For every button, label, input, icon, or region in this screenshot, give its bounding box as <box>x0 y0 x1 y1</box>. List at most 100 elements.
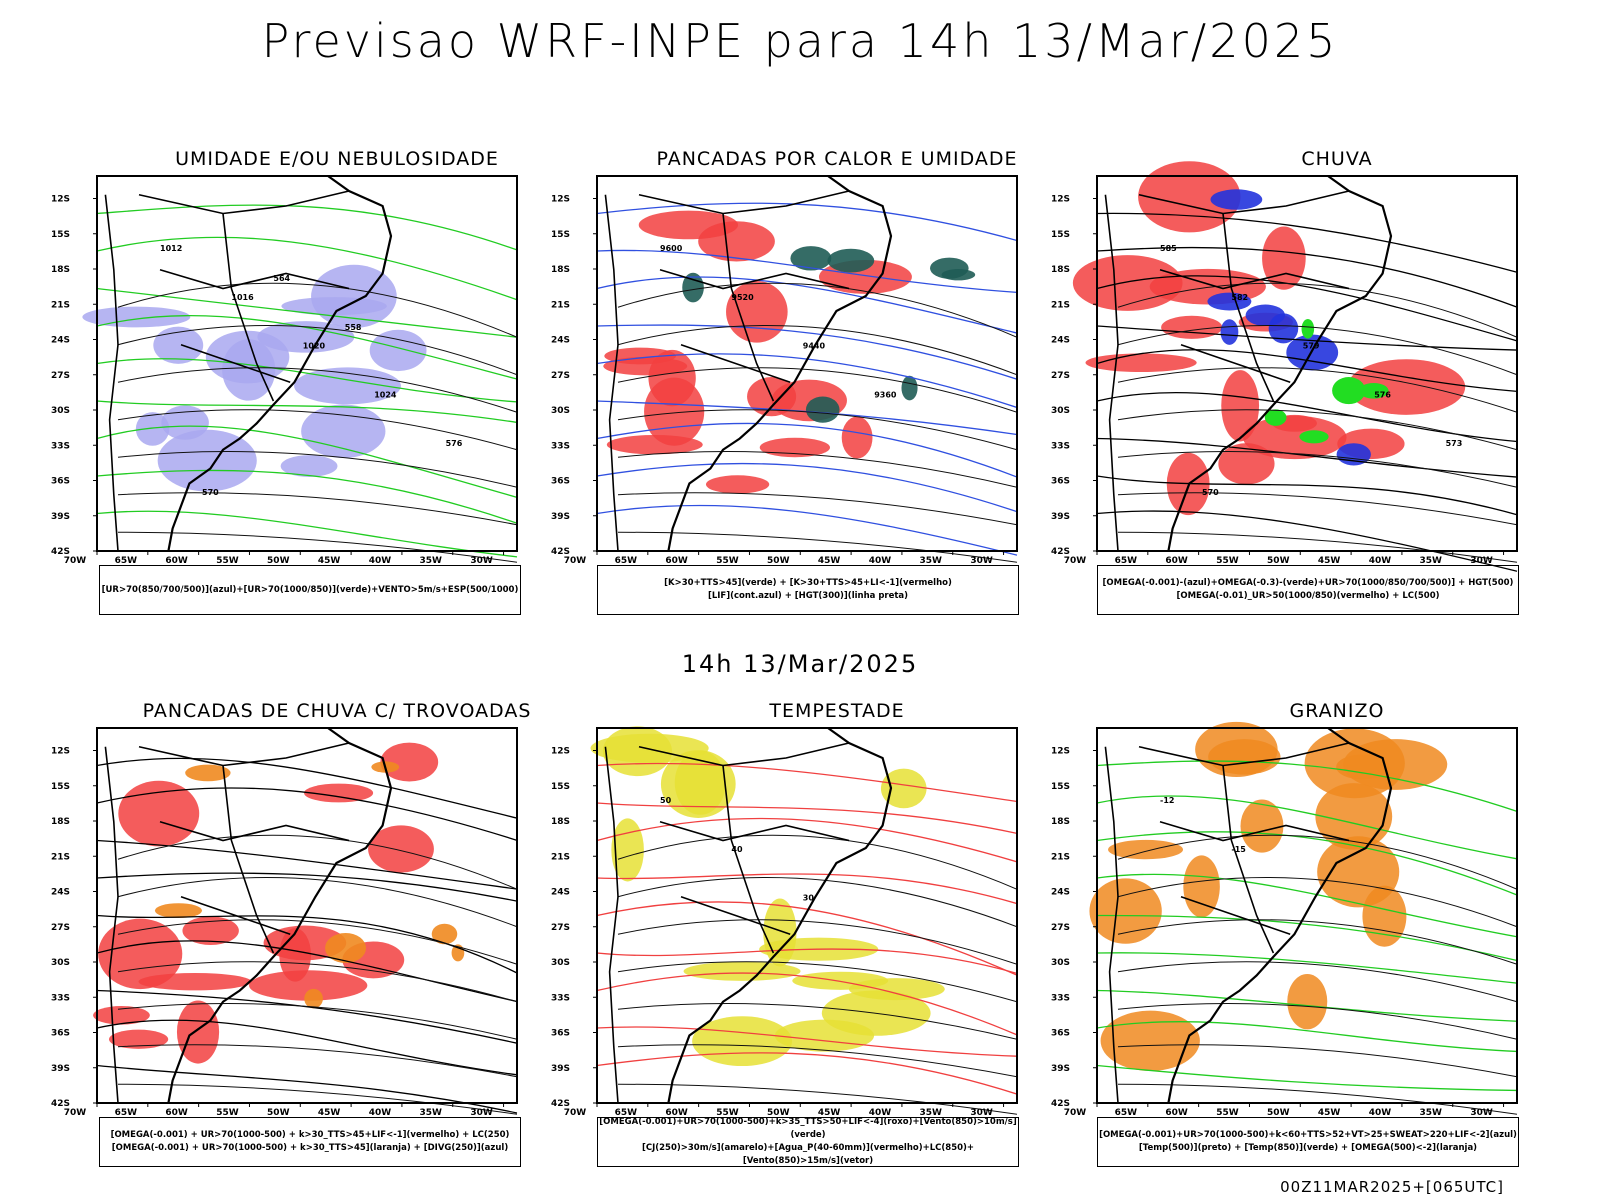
border-line <box>638 742 850 767</box>
contour-line <box>596 802 1018 835</box>
field-area-tertiary <box>1301 318 1315 339</box>
field-area <box>280 455 338 477</box>
contour-line <box>1096 873 1518 938</box>
field-area <box>281 297 387 316</box>
lon-tick-label: 45W <box>1318 1108 1341 1118</box>
caption-line: [OMEGA(-0.001) + UR>70(1000-500) + k>30_… <box>111 1143 509 1153</box>
field-area <box>1243 415 1347 460</box>
lon-tick-label: 50W <box>267 1108 290 1118</box>
lat-tick-label: 12S <box>51 195 70 205</box>
lat-tick-label: 33S <box>51 993 70 1003</box>
lon-tick-label: 50W <box>1267 556 1290 566</box>
lat-tick-label: 42S <box>551 547 570 557</box>
isoline <box>617 1003 1018 1040</box>
isoline <box>117 1083 518 1115</box>
lon-tick-label: 65W <box>615 1108 638 1118</box>
contour-line <box>1096 475 1518 516</box>
contour-line <box>596 948 1018 975</box>
map-svg: 50 40 30 12S 15S 18S 21S 24S 27S 30S 33S 36S 39S 42S7… <box>551 726 1018 1118</box>
lon-tick-label: 60W <box>1165 556 1188 566</box>
lon-tick-label: 30W <box>470 556 493 566</box>
field-area <box>368 825 434 873</box>
contour-label: 579 <box>1303 342 1320 351</box>
west-coastline <box>104 194 119 552</box>
field-area <box>841 416 873 459</box>
field-area <box>1208 739 1281 775</box>
contour-line <box>96 1064 518 1114</box>
lon-tick-label: 40W <box>369 1108 392 1118</box>
contour-line <box>1096 510 1518 572</box>
field-area <box>705 475 770 494</box>
isoline <box>1117 919 1518 965</box>
isoline <box>117 1044 518 1078</box>
field-area <box>135 412 170 446</box>
isoline <box>617 834 1018 890</box>
caption-line: [Temp(500)](preto) + [Temp(850)](verde) … <box>1138 1143 1478 1153</box>
panel-chuva: CHUVA [OMEGA(-0.001)-(azul)+OMEGA(-0.3)-… <box>1051 148 1587 618</box>
lat-tick-label: 39S <box>551 512 570 522</box>
lon-tick-label: 35W <box>920 556 943 566</box>
isoline <box>617 451 1018 488</box>
border-line <box>222 213 275 402</box>
field-area <box>726 280 788 343</box>
panel-title: UMIDADE E/OU NEBULOSIDADE <box>175 148 499 170</box>
border-line <box>1159 268 1350 290</box>
contour-line <box>1096 760 1518 812</box>
field-area <box>1221 370 1260 442</box>
panel-pancadas-calor: PANCADAS POR CALOR E UMIDADE [K>30+TTS>4… <box>551 148 1087 618</box>
lat-tick-label: 24S <box>551 888 570 898</box>
field-area-tertiary <box>1332 377 1366 405</box>
isoline <box>117 492 518 526</box>
lon-tick-label: 30W <box>1470 556 1493 566</box>
contour-line <box>1096 325 1518 351</box>
lon-tick-label: 55W <box>716 1108 739 1118</box>
caption-line: [CJ(250)>30m/s](amarelo)+[Agua_P(40-60mm… <box>641 1143 975 1166</box>
panel-title: GRANIZO <box>1289 700 1385 722</box>
map-frame <box>596 175 1018 552</box>
map-svg: -12 -15 12S 15S 18S 21S 24S 27S 30S 33S 36S 39S 42S7… <box>1051 721 1518 1118</box>
contour-line <box>96 510 518 558</box>
border-line <box>1222 213 1275 402</box>
caption-line: [OMEGA(-0.001)-(azul)+OMEGA(-0.3)-(verde… <box>1102 578 1514 588</box>
isoline <box>1117 1003 1518 1040</box>
lon-tick-label: 65W <box>1115 556 1138 566</box>
field-area <box>1089 878 1162 944</box>
lat-tick-label: 27S <box>551 923 570 933</box>
contour-line <box>1096 989 1518 1022</box>
field-area <box>93 1005 150 1025</box>
field-area <box>1240 799 1284 853</box>
lon-tick-label: 60W <box>1165 1108 1188 1118</box>
field-area-secondary <box>1268 313 1299 344</box>
contour-label: 1016 <box>231 293 254 302</box>
lon-tick-label: 50W <box>1267 1108 1290 1118</box>
field-area <box>153 326 204 364</box>
lat-tick-label: 36S <box>51 1029 70 1039</box>
map-frame <box>96 727 518 1104</box>
border-line <box>180 343 291 384</box>
field-area <box>759 437 831 458</box>
map-area: 1012 1016 1020 1024 576 570 564 558 <box>82 175 518 563</box>
panel-caption: [OMEGA(-0.001)-(azul)+OMEGA(-0.3)-(verde… <box>1097 565 1519 615</box>
panel-caption: [OMEGA(-0.001)+UR>70(1000-500)+k<60+TTS>… <box>1097 1117 1519 1167</box>
field-area <box>774 1019 875 1052</box>
field-area <box>1183 855 1220 918</box>
lat-tick-label: 27S <box>1051 371 1070 381</box>
isoline <box>1117 409 1518 451</box>
field-area-tertiary <box>1358 383 1389 399</box>
contour-line <box>596 504 1018 556</box>
lon-tick-label: 55W <box>716 556 739 566</box>
west-coastline <box>1104 194 1119 552</box>
panel-title: PANCADAS POR CALOR E UMIDADE <box>656 148 1018 170</box>
border-line <box>1159 820 1350 842</box>
lat-tick-label: 36S <box>551 1029 570 1039</box>
border-line <box>659 268 850 290</box>
caption-line: [OMEGA(-0.001)+UR>70(1000-500)+k>35_TTS>… <box>599 1117 1017 1140</box>
west-coastline <box>604 746 619 1104</box>
contour-label: 40 <box>731 845 743 854</box>
lat-tick-label: 18S <box>551 817 570 827</box>
isoline <box>1117 325 1518 376</box>
contour-label: 570 <box>202 488 219 497</box>
contour-line <box>1096 795 1518 860</box>
isoline <box>1117 492 1518 526</box>
lat-tick-label: 30S <box>51 958 70 968</box>
